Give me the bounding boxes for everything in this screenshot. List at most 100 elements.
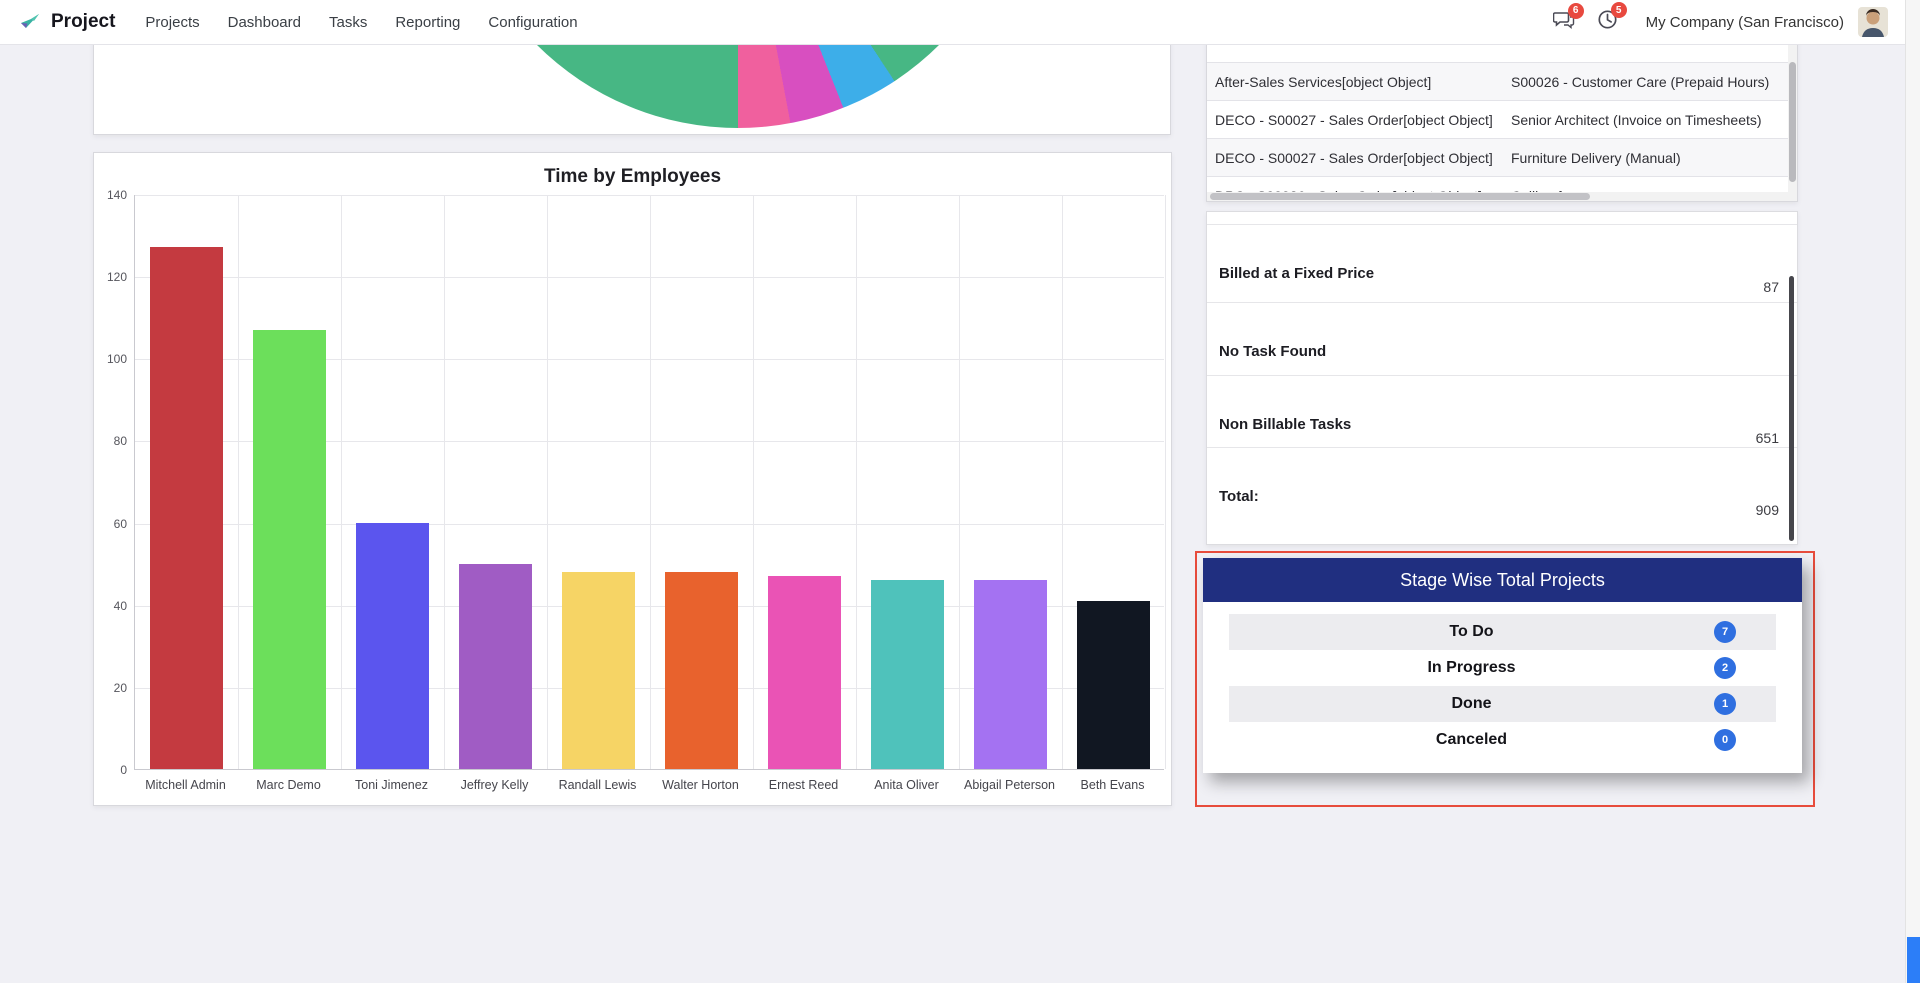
stage-row-done[interactable]: Done 1: [1229, 686, 1776, 722]
sales-order-cell: DECO - S00027 - Sales Order[object Objec…: [1215, 149, 1493, 166]
gridline-v: [650, 195, 651, 769]
billing-summary-card: Billed at a Fixed Price 87 No Task Found No…: [1206, 211, 1798, 545]
stage-panel-title: Stage Wise Total Projects: [1400, 569, 1605, 590]
x-axis-label: Beth Evans: [1080, 778, 1145, 792]
stage-label: In Progress: [1427, 659, 1516, 676]
bar-chart-area: Time by Employees 0 20 40 60 80 100 120 140 Mitc…: [94, 153, 1171, 805]
messages-badge: 6: [1567, 2, 1584, 19]
sales-order-table-body: After-Sales Services[object Object] S0002…: [1207, 62, 1797, 201]
nav-item-tasks[interactable]: Tasks: [329, 13, 368, 31]
x-axis-label: Randall Lewis: [558, 778, 637, 792]
messages-button[interactable]: 6: [1552, 2, 1584, 35]
stage-label: To Do: [1449, 623, 1494, 640]
y-axis-tick: 60: [113, 516, 127, 531]
billing-summary-rows: Billed at a Fixed Price 87 No Task Found No…: [1207, 225, 1797, 544]
x-axis-label: Walter Horton: [662, 778, 739, 792]
stage-row-canceled[interactable]: Canceled 0: [1229, 722, 1776, 758]
activities-button[interactable]: 5: [1597, 2, 1627, 35]
bar-mitchell-admin[interactable]: [150, 247, 223, 769]
bar-chart-title: Time by Employees: [543, 166, 722, 187]
table-row[interactable]: DECO - S00027 - Sales Order[object Objec…: [1207, 138, 1797, 176]
sales-order-cell: After-Sales Services[object Object]: [1215, 73, 1432, 90]
table-row[interactable]: DECO - S00027 - Sales Order[object Objec…: [1207, 100, 1797, 138]
table-vertical-scrollbar-thumb[interactable]: [1789, 62, 1796, 182]
nav-item-configuration[interactable]: Configuration: [488, 13, 578, 31]
browser-scrollbar[interactable]: [1905, 0, 1920, 983]
summary-value: 87: [1763, 279, 1779, 295]
nav-item-dashboard[interactable]: Dashboard: [227, 13, 301, 31]
gridline-v: [341, 195, 342, 769]
summary-row: Non Billable Tasks 651: [1207, 376, 1797, 448]
gridline-v: [856, 195, 857, 769]
gridline-h: [135, 687, 1164, 689]
y-axis-tick: 80: [113, 434, 127, 449]
product-cell: Furniture Delivery (Manual): [1511, 149, 1681, 166]
gridline-v: [547, 195, 548, 769]
bar-randall-lewis[interactable]: [562, 571, 635, 769]
bar-ernest-reed[interactable]: [768, 575, 841, 769]
stage-row-to-do[interactable]: To Do 7: [1229, 614, 1776, 650]
bar-marc-demo[interactable]: [253, 329, 326, 769]
gridline-v: [1062, 195, 1063, 769]
sales-order-table-card: After-Sales Services[object Object] S0002…: [1206, 25, 1798, 202]
app-logo-icon[interactable]: [18, 10, 42, 34]
stage-count-badge: 2: [1714, 657, 1736, 679]
nav-item-reporting[interactable]: Reporting: [395, 13, 461, 31]
summary-label: Billed at a Fixed Price: [1219, 265, 1375, 282]
bar-walter-horton[interactable]: [665, 571, 738, 769]
x-axis-label: Ernest Reed: [768, 778, 839, 792]
stage-count-badge: 0: [1714, 729, 1736, 751]
stage-label: Canceled: [1435, 731, 1508, 748]
bar-toni-jimenez[interactable]: [356, 522, 429, 769]
stage-count-badge: 1: [1714, 693, 1736, 715]
stage-row-in-progress[interactable]: In Progress 2: [1229, 650, 1776, 686]
bar-beth-evans[interactable]: [1077, 600, 1150, 769]
product-cell: Senior Architect (Invoice on Timesheets): [1511, 111, 1762, 128]
nav-item-projects[interactable]: Projects: [145, 13, 200, 31]
user-avatar[interactable]: [1858, 7, 1888, 37]
summary-label: No Task Found: [1219, 343, 1327, 360]
x-axis-label: Anita Oliver: [874, 778, 939, 792]
y-axis-tick: 20: [113, 680, 127, 695]
summary-row: No Task Found: [1207, 303, 1797, 376]
bar-jeffrey-kelly[interactable]: [459, 563, 532, 769]
y-axis-tick: 140: [106, 188, 127, 202]
top-navbar: Project Projects Dashboard Tasks Reporting C…: [0, 0, 1920, 45]
x-axis-label: Jeffrey Kelly: [460, 778, 529, 792]
bar-abigail-peterson[interactable]: [974, 580, 1047, 769]
gridline-h: [135, 277, 1164, 279]
company-switcher[interactable]: My Company (San Francisco): [1645, 13, 1844, 31]
summary-clipped-row: [1207, 212, 1797, 225]
summary-row: Total: 909: [1207, 448, 1797, 544]
stage-count-badge: 7: [1714, 621, 1736, 643]
product-cell: S00026 - Customer Care (Prepaid Hours): [1511, 73, 1770, 90]
summary-value: 651: [1755, 430, 1779, 446]
app-name[interactable]: Project: [51, 11, 116, 32]
table-horizontal-scrollbar[interactable]: [1207, 192, 1797, 201]
summary-scrollbar-thumb[interactable]: [1789, 276, 1794, 541]
clock-icon: [1597, 10, 1618, 34]
gridline-v: [238, 195, 239, 769]
table-horizontal-scrollbar-thumb[interactable]: [1210, 193, 1590, 200]
y-axis-tick: 0: [120, 763, 127, 777]
browser-scrollbar-thumb[interactable]: [1907, 937, 1920, 983]
y-axis-tick: 120: [106, 270, 127, 285]
x-axis-label: Mitchell Admin: [145, 778, 226, 792]
time-by-employees-card: Time by Employees 0 20 40 60 80 100 120 140 Mitc…: [93, 152, 1172, 806]
sales-order-cell: DECO - S00027 - Sales Order[object Objec…: [1215, 111, 1493, 128]
x-axis-label: Toni Jimenez: [355, 778, 428, 792]
gridline-h: [135, 605, 1164, 607]
stage-label: Done: [1451, 695, 1492, 712]
bar-plot: [134, 195, 1166, 770]
summary-label: Total:: [1219, 488, 1259, 505]
gridline-h: [135, 195, 1164, 196]
table-row[interactable]: After-Sales Services[object Object] S0002…: [1207, 62, 1797, 100]
gridline-v: [753, 195, 754, 769]
summary-value: 909: [1755, 502, 1779, 518]
table-vertical-scrollbar[interactable]: [1788, 26, 1797, 201]
stage-panel-header: Stage Wise Total Projects: [1203, 558, 1802, 602]
bar-anita-oliver[interactable]: [871, 580, 944, 769]
y-axis-tick: 100: [106, 352, 127, 367]
red-annotation-box: [1195, 551, 1815, 807]
summary-label: Non Billable Tasks: [1219, 416, 1352, 433]
